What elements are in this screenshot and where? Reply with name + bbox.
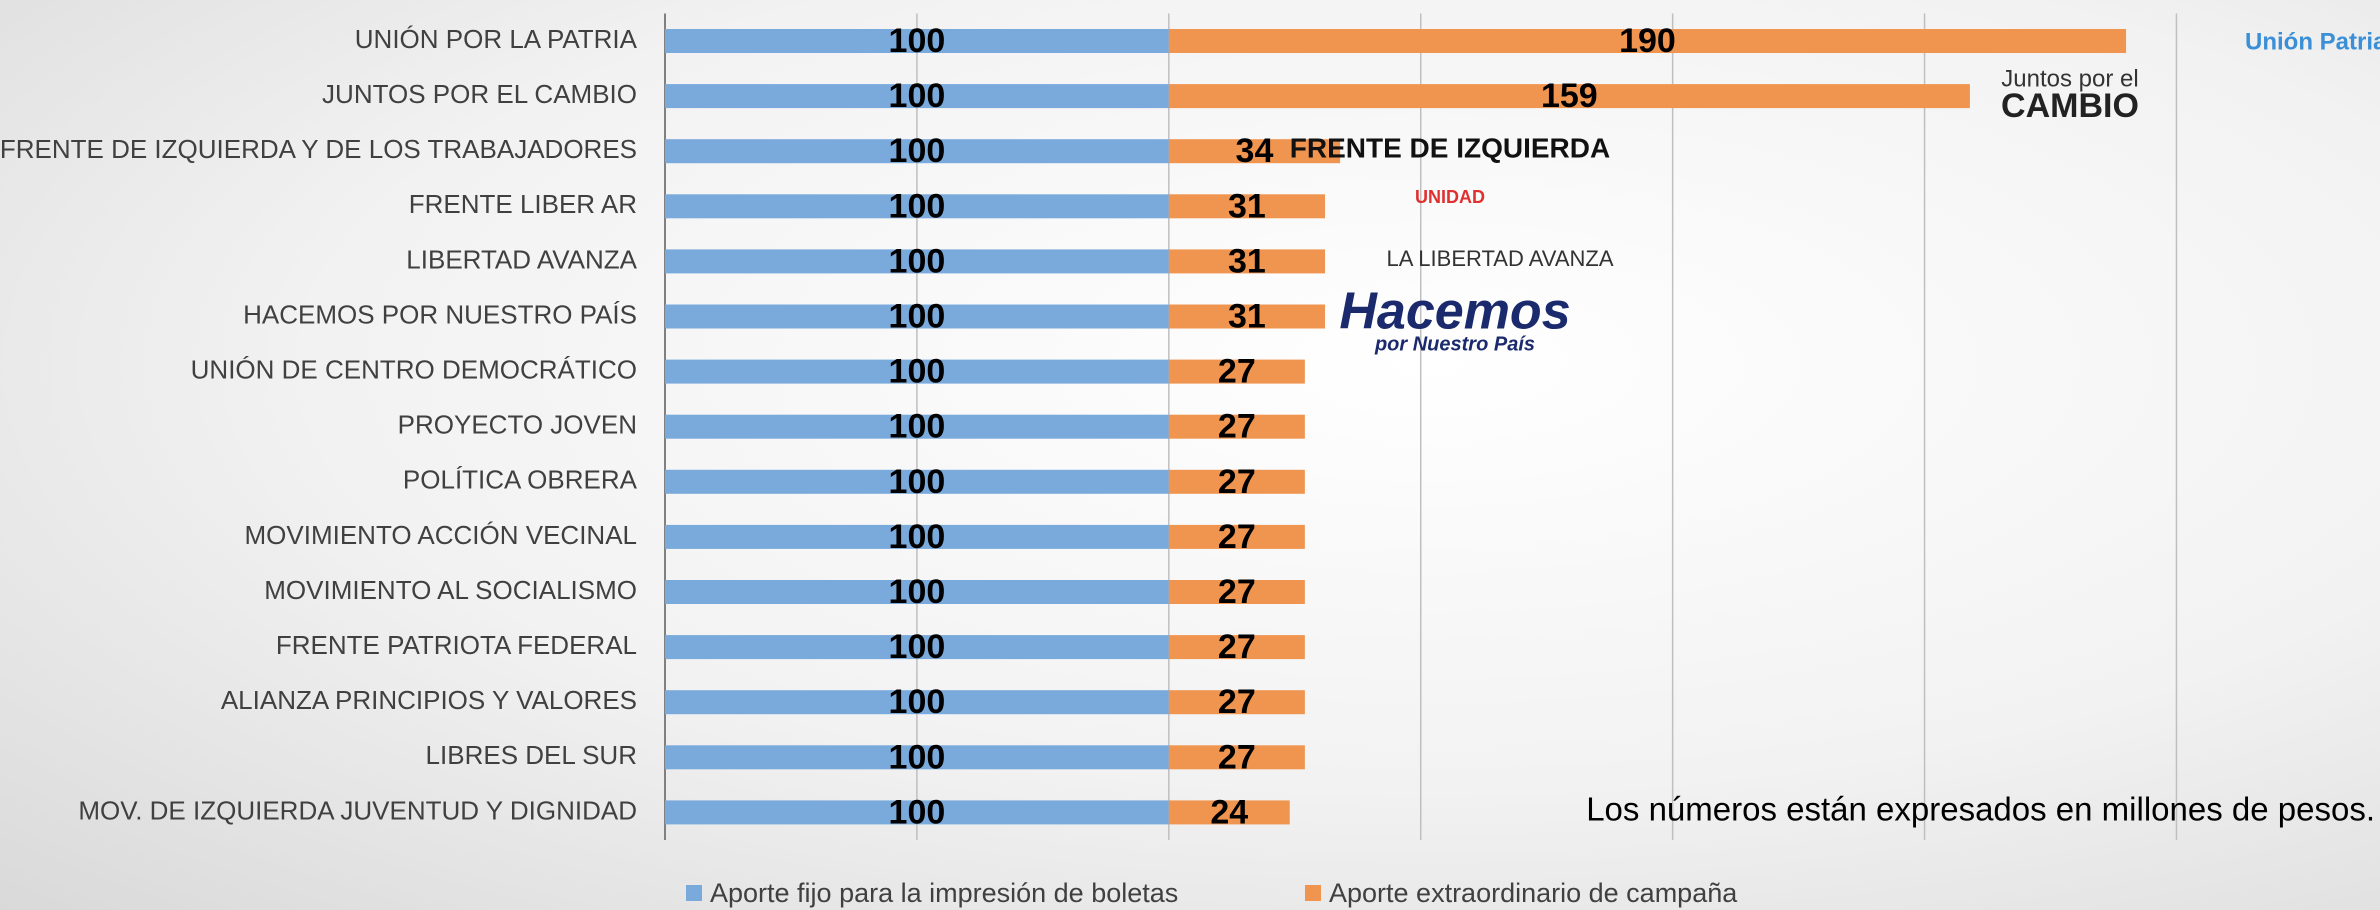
bar-segment <box>665 800 1169 825</box>
data-label: 159 <box>1541 77 1598 115</box>
bar-segment <box>1168 524 1305 549</box>
bar-segment <box>1168 139 1341 164</box>
data-label: 27 <box>1218 463 1256 501</box>
data-label: 100 <box>889 463 946 501</box>
y-tick-label: MOV. DE IZQUIERDA JUVENTUD Y DIGNIDAD <box>78 795 637 825</box>
y-tick-label: LIBERTAD AVANZA <box>406 244 637 274</box>
bar-segment <box>665 359 1169 384</box>
bar-segment <box>1168 249 1326 274</box>
data-label: 100 <box>889 77 946 115</box>
logo-text: UNIDAD <box>1415 187 1485 207</box>
bar-segment <box>1168 304 1326 329</box>
bar-segment <box>1168 800 1290 825</box>
data-label: 100 <box>889 187 946 225</box>
data-label: 100 <box>889 132 946 170</box>
data-label: 100 <box>889 738 946 776</box>
data-label: 31 <box>1228 297 1266 335</box>
y-tick-label: UNIÓN DE CENTRO DEMOCRÁTICO <box>191 354 637 384</box>
data-label: 27 <box>1218 683 1256 721</box>
logo-text: Hacemos <box>1339 283 1570 341</box>
bar-segment <box>1168 469 1305 494</box>
annotation: Los números están expresados en millones… <box>1586 791 2375 828</box>
data-label: 190 <box>1619 22 1676 60</box>
data-label: 31 <box>1228 187 1266 225</box>
logo-text: por Nuestro País <box>1374 333 1535 355</box>
data-label: 27 <box>1218 738 1256 776</box>
data-label: 100 <box>889 628 946 666</box>
data-label: 27 <box>1218 353 1256 391</box>
bar-segment <box>665 524 1169 549</box>
bar-segment <box>1168 194 1326 219</box>
legend-label: Aporte fijo para la impresión de boletas <box>710 878 1178 908</box>
data-label: 100 <box>889 793 946 831</box>
bar-segment <box>1168 29 2127 53</box>
y-tick-label: LIBRES DEL SUR <box>426 740 637 770</box>
bar-segment <box>665 414 1169 439</box>
data-label: 27 <box>1218 518 1256 556</box>
bar-segment <box>665 29 1169 53</box>
data-label: 100 <box>889 353 946 391</box>
logo-text: LA LIBERTAD AVANZA <box>1386 246 1613 271</box>
bar-segment <box>665 139 1169 164</box>
data-label: 100 <box>889 297 946 335</box>
bar-segment <box>665 690 1169 715</box>
y-tick-label: JUNTOS POR EL CAMBIO <box>322 79 637 109</box>
y-tick-label: UNIÓN POR LA PATRIA <box>355 24 638 54</box>
y-tick-label: PROYECTO JOVEN <box>398 410 637 440</box>
y-tick-label: FRENTE LIBER AR <box>409 189 637 219</box>
data-label: 27 <box>1218 573 1256 611</box>
data-label: 100 <box>889 518 946 556</box>
bar-segment <box>665 304 1169 329</box>
bar-segment <box>665 84 1169 109</box>
data-label: 100 <box>889 573 946 611</box>
bar-segment <box>1168 690 1305 715</box>
logo-text: CAMBIO <box>2001 87 2139 125</box>
logo-text: Unión Patria <box>2245 28 2380 55</box>
y-tick-label: POLÍTICA OBRERA <box>403 465 638 495</box>
legend-swatch <box>686 885 702 901</box>
logo-text: FRENTE DE IZQUIERDA <box>1290 132 1610 163</box>
bar-segment <box>665 635 1169 660</box>
bar-segment <box>665 580 1169 604</box>
bar-segment <box>665 745 1169 770</box>
data-label: 100 <box>889 242 946 280</box>
data-label: 100 <box>889 408 946 446</box>
bar-segment <box>1168 580 1305 604</box>
bar-segment <box>1168 745 1305 770</box>
y-tick-label: FRENTE DE IZQUIERDA Y DE LOS TRABAJADORE… <box>0 134 637 164</box>
bar-segment <box>665 194 1169 219</box>
bar-segment <box>665 469 1169 494</box>
y-tick-label: ALIANZA PRINCIPIOS Y VALORES <box>221 685 637 715</box>
legend-swatch <box>1305 885 1321 901</box>
y-tick-label: FRENTE PATRIOTA FEDERAL <box>276 630 637 660</box>
legend-label: Aporte extraordinario de campaña <box>1329 878 1738 908</box>
bar-segment <box>1168 635 1305 660</box>
y-tick-label: MOVIMIENTO AL SOCIALISMO <box>264 575 637 605</box>
data-label: 100 <box>889 683 946 721</box>
data-label: 31 <box>1228 242 1266 280</box>
data-label: 24 <box>1210 793 1248 831</box>
y-tick-label: HACEMOS POR NUESTRO PAÍS <box>243 299 637 329</box>
data-label: 27 <box>1218 408 1256 446</box>
y-tick-label: MOVIMIENTO ACCIÓN VECINAL <box>245 520 637 550</box>
data-label: 34 <box>1236 132 1274 170</box>
data-label: 27 <box>1218 628 1256 666</box>
bar-segment <box>665 249 1169 274</box>
bar-segment <box>1168 414 1305 439</box>
bar-segment <box>1168 84 1970 109</box>
bar-segment <box>1168 359 1305 384</box>
data-label: 100 <box>889 22 946 60</box>
logo-text: Juntos por el <box>2001 65 2138 92</box>
